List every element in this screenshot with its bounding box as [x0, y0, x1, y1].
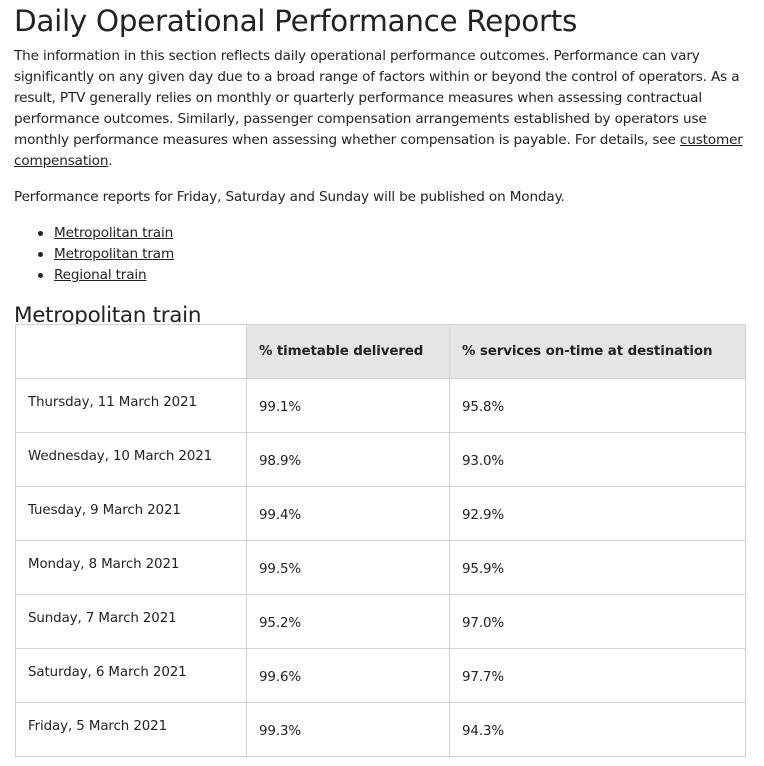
table-row: Thursday, 11 March 2021 99.1% 95.8%: [15, 378, 746, 433]
intro-paragraph: The information in this section reflects…: [14, 46, 748, 172]
on-time-cell: 95.9%: [449, 540, 746, 595]
timetable-delivered-cell: 98.9%: [246, 432, 450, 487]
publish-notice: Performance reports for Friday, Saturday…: [14, 189, 565, 205]
timetable-delivered-cell: 99.3%: [246, 702, 450, 757]
header-on-time: % services on-time at destination: [449, 324, 746, 379]
page-title: Daily Operational Performance Reports: [14, 4, 578, 38]
date-cell: Thursday, 11 March 2021: [15, 378, 247, 433]
on-time-cell: 94.3%: [449, 702, 746, 757]
timetable-delivered-cell: 95.2%: [246, 594, 450, 649]
table-row: Saturday, 6 March 2021 99.6% 97.7%: [15, 648, 746, 703]
on-time-cell: 97.7%: [449, 648, 746, 703]
table-row: Friday, 5 March 2021 99.3% 94.3%: [15, 702, 746, 757]
regional-train-link[interactable]: Regional train: [54, 267, 147, 283]
table-row: Monday, 8 March 2021 99.5% 95.9%: [15, 540, 746, 595]
date-cell: Sunday, 7 March 2021: [15, 594, 247, 649]
list-item: Metropolitan tram: [36, 244, 746, 265]
on-time-cell: 92.9%: [449, 486, 746, 541]
date-cell: Wednesday, 10 March 2021: [15, 432, 247, 487]
customer-compensation-link[interactable]: customer compensation: [14, 132, 743, 169]
page-content: Daily Operational Performance Reports Th…: [14, 0, 746, 331]
date-cell: Friday, 5 March 2021: [15, 702, 247, 757]
date-cell: Tuesday, 9 March 2021: [15, 486, 247, 541]
list-item: Metropolitan train: [36, 223, 746, 244]
metropolitan-train-link[interactable]: Metropolitan train: [54, 225, 174, 241]
on-time-cell: 93.0%: [449, 432, 746, 487]
date-cell: Saturday, 6 March 2021: [15, 648, 247, 703]
timetable-delivered-cell: 99.5%: [246, 540, 450, 595]
date-cell: Monday, 8 March 2021: [15, 540, 247, 595]
performance-table: % timetable delivered % services on-time…: [15, 324, 746, 757]
header-timetable-delivered: % timetable delivered: [246, 324, 450, 379]
intro-text: The information in this section reflects…: [14, 48, 740, 148]
section-heading: Metropolitan train: [14, 303, 202, 328]
timetable-delivered-cell: 99.1%: [246, 378, 450, 433]
on-time-cell: 97.0%: [449, 594, 746, 649]
intro-end: .: [108, 153, 113, 169]
timetable-delivered-cell: 99.4%: [246, 486, 450, 541]
table-row: Wednesday, 10 March 2021 98.9% 93.0%: [15, 432, 746, 487]
table-row: Sunday, 7 March 2021 95.2% 97.0%: [15, 594, 746, 649]
report-links-list: Metropolitan train Metropolitan tram Reg…: [14, 223, 746, 286]
on-time-cell: 95.8%: [449, 378, 746, 433]
timetable-delivered-cell: 99.6%: [246, 648, 450, 703]
header-cell-blank: [15, 324, 247, 379]
list-item: Regional train: [36, 265, 746, 286]
metropolitan-tram-link[interactable]: Metropolitan tram: [54, 246, 175, 262]
table-header-row: % timetable delivered % services on-time…: [15, 324, 746, 379]
table-row: Tuesday, 9 March 2021 99.4% 92.9%: [15, 486, 746, 541]
